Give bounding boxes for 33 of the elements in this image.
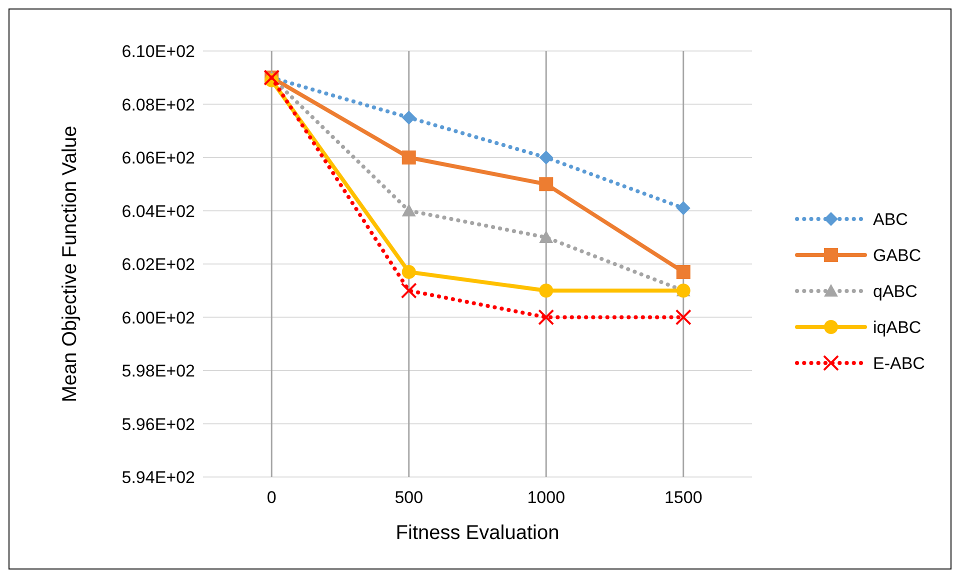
point (539, 230, 554, 243)
point (402, 110, 416, 125)
point (538, 309, 554, 326)
legend-label: ABC (873, 210, 908, 229)
legend-label: E-ABC (873, 354, 925, 373)
y-tick-label: 6.02E+02 (122, 255, 195, 274)
point (675, 309, 692, 326)
y-tick-label: 6.10E+02 (122, 42, 195, 61)
legend-label: qABC (873, 282, 918, 301)
y-tick-label: 6.08E+02 (122, 95, 195, 114)
x-axis-title: Fitness Evaluation (396, 522, 560, 544)
y-tick-label: 5.96E+02 (122, 414, 195, 434)
x-tick-label: 500 (394, 488, 424, 507)
y-tick-label: 6.06E+02 (122, 148, 195, 168)
y-tick-label: 6.04E+02 (122, 202, 195, 221)
point (676, 264, 690, 279)
x-tick-label: 1000 (527, 488, 566, 507)
point (402, 204, 416, 216)
y-axis-title: Mean Objective Function Value (59, 126, 81, 402)
legend-label: GABC (873, 246, 922, 265)
y-tick-label: 5.98E+02 (122, 362, 195, 380)
point (402, 264, 416, 279)
x-tick-label: 0 (266, 488, 276, 507)
point (539, 177, 554, 192)
y-tick-label: 6.00E+02 (122, 308, 195, 328)
x-tick-label: 1500 (664, 488, 702, 507)
point (676, 201, 690, 216)
point (402, 150, 416, 164)
y-tick-label: 5.94E+02 (122, 468, 195, 487)
point (539, 150, 554, 164)
point (400, 282, 417, 299)
point (539, 284, 554, 298)
legend-label: iqABC (873, 318, 922, 337)
